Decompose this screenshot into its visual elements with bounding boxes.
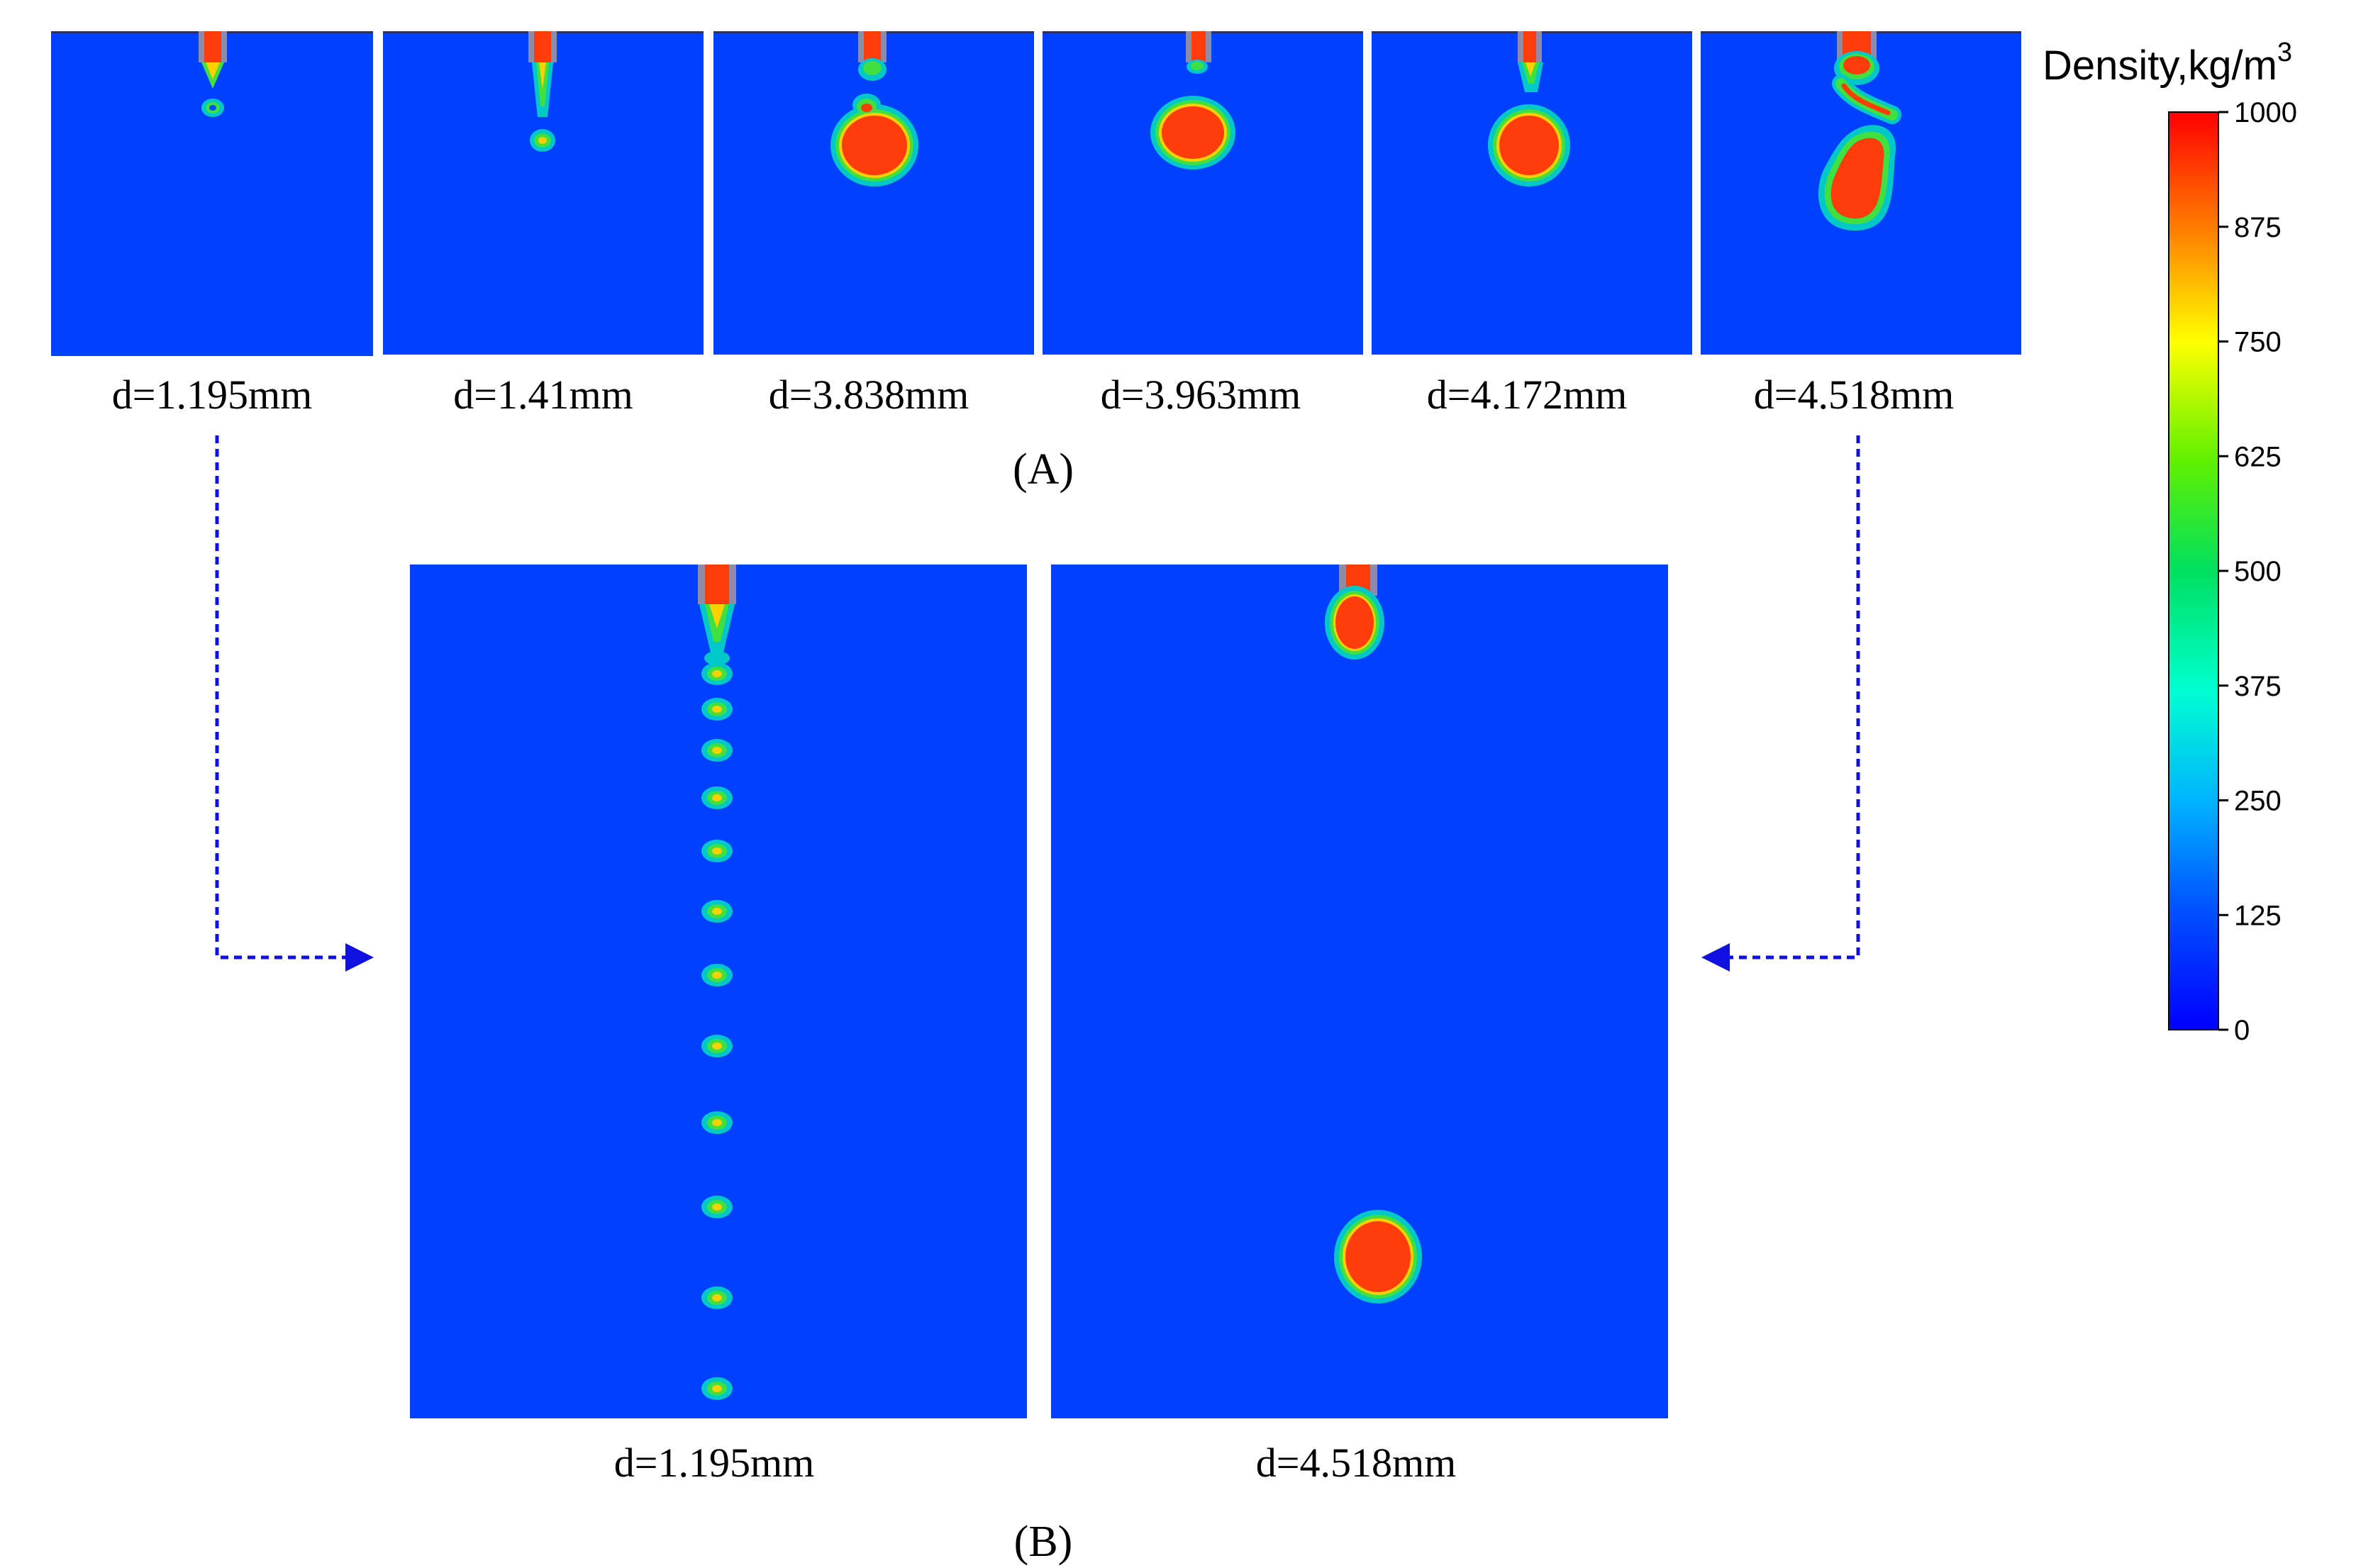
colorbar-tick-label: 0 bbox=[2234, 1015, 2250, 1046]
colorbar-tick-label: 250 bbox=[2234, 786, 2282, 817]
satellite-droplet bbox=[712, 1294, 722, 1301]
fluid-domain bbox=[713, 31, 1034, 355]
satellite-droplet bbox=[712, 1203, 722, 1211]
satellite-droplet bbox=[712, 847, 722, 855]
satellite-droplet bbox=[712, 794, 722, 801]
frame-a4-label: d=3.963mm bbox=[1101, 372, 1301, 418]
panel-b-tag: (B) bbox=[1014, 1518, 1073, 1566]
satellite-droplet bbox=[712, 706, 722, 713]
frame-a5 bbox=[1372, 31, 1692, 355]
frame-a6-label: d=4.518mm bbox=[1754, 372, 1954, 418]
satellite-droplet bbox=[712, 747, 722, 754]
colorbar-ticks: 1000 875 750 625 500 375 250 125 0 bbox=[2218, 97, 2297, 1046]
frame-a3 bbox=[713, 31, 1034, 355]
colorbar-title-text: Density,kg/m bbox=[2043, 43, 2277, 89]
colorbar: Density,kg/m3 1000 875 750 625 500 375 250 125 0 bbox=[2043, 38, 2297, 1046]
droplet-train bbox=[701, 662, 733, 1400]
frame-b2 bbox=[1051, 565, 1668, 1418]
satellite-droplet bbox=[712, 670, 722, 677]
colorbar-tick-label: 875 bbox=[2234, 212, 2282, 243]
frame-b2-label: d=4.518mm bbox=[1256, 1440, 1456, 1486]
connector-arrows bbox=[215, 435, 1860, 972]
colorbar-gradient bbox=[2168, 111, 2219, 1030]
fluid-domain bbox=[1043, 31, 1363, 355]
colorbar-title-superscript: 3 bbox=[2277, 38, 2292, 67]
satellite-droplet bbox=[712, 908, 722, 915]
satellite-droplet bbox=[712, 1385, 722, 1392]
frame-a1-label: d=1.195mm bbox=[112, 372, 312, 418]
satellite-droplet bbox=[712, 1119, 722, 1126]
colorbar-tick-label: 1000 bbox=[2234, 97, 2297, 128]
colorbar-tick-label: 500 bbox=[2234, 556, 2282, 587]
frame-b1 bbox=[410, 565, 1027, 1418]
frame-a2 bbox=[383, 31, 704, 355]
frame-b1-label: d=1.195mm bbox=[614, 1440, 814, 1486]
colorbar-title: Density,kg/m3 bbox=[2043, 38, 2292, 89]
frame-a1 bbox=[51, 31, 373, 356]
frame-a2-label: d=1.41mm bbox=[453, 372, 633, 418]
frame-a3-label: d=3.838mm bbox=[769, 372, 969, 418]
frame-a6 bbox=[1701, 31, 2021, 355]
frame-a4 bbox=[1043, 31, 1363, 355]
frame-a5-label: d=4.172mm bbox=[1427, 372, 1627, 418]
colorbar-tick-label: 625 bbox=[2234, 441, 2282, 472]
satellite-droplet bbox=[712, 1042, 722, 1050]
arrow-left bbox=[215, 435, 374, 972]
satellite-droplet bbox=[712, 972, 722, 979]
panel-a-tag: (A) bbox=[1013, 445, 1074, 494]
arrow-right bbox=[1701, 435, 1860, 972]
colorbar-tick-label: 125 bbox=[2234, 900, 2282, 931]
panel-b: d=1.195mm d=4.518mm (B) bbox=[410, 565, 1668, 1566]
panel-a: d=1.195mm d=1.41mm bbox=[51, 31, 2021, 494]
colorbar-tick-label: 750 bbox=[2234, 327, 2282, 358]
colorbar-tick-label: 375 bbox=[2234, 671, 2282, 702]
